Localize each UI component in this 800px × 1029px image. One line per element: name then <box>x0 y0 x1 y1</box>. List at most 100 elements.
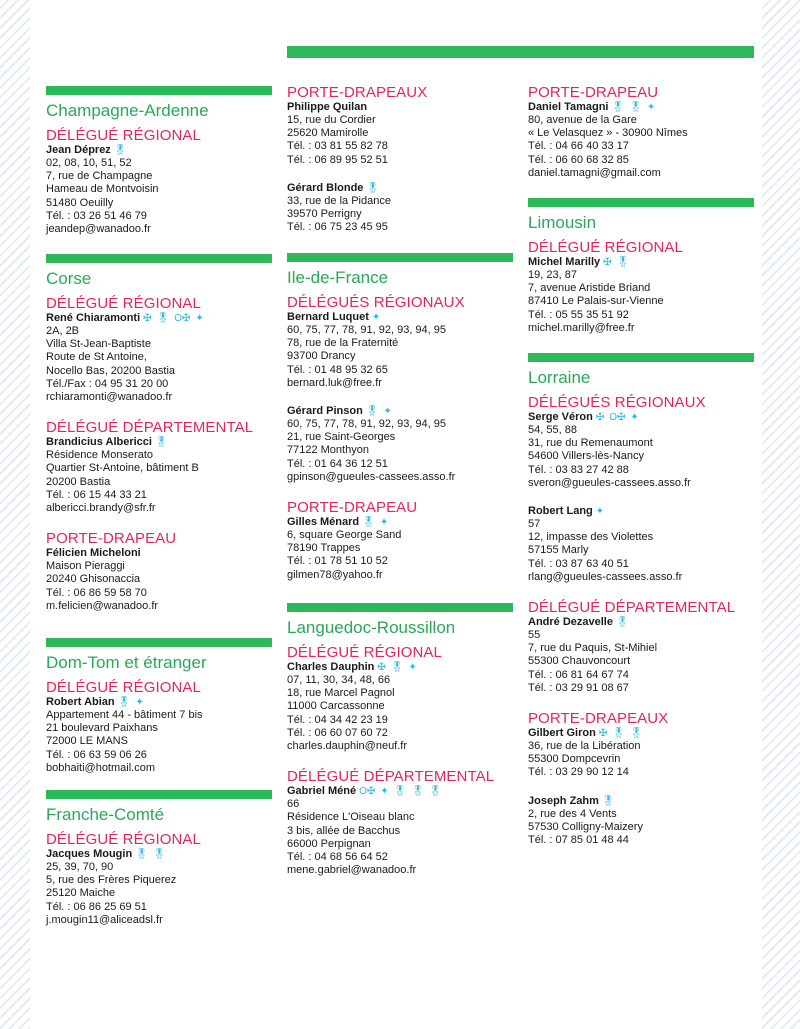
contact-line: Tél. : 06 81 64 67 74 <box>528 668 629 681</box>
contact-line: 07, 11, 30, 34, 48, 66 <box>287 674 391 686</box>
contact-line: Tél. : 06 89 95 52 51 <box>287 153 388 166</box>
star-medal-icon: ✦ <box>380 786 389 798</box>
region-title: Languedoc-Roussillon <box>287 618 456 637</box>
contact-entry: Michel Marilly ✠ 🎖 19, 23, 87 7, avenue Aris… <box>528 256 754 335</box>
contact-line: 31, rue du Remenaumont <box>528 437 653 450</box>
top-green-bar <box>287 46 754 58</box>
medal-icons: ✠ 🎖 O✠ ✦ <box>143 312 209 325</box>
contact-name-line: Daniel Tamagni 🎖 🎖 ✦ <box>528 101 754 114</box>
medal-icons: 🎖 <box>366 182 384 195</box>
region-title: Limousin <box>528 213 597 232</box>
email-link[interactable]: m.felicien@wanadoo.fr <box>46 599 159 612</box>
contact-line: Tél. : 01 48 95 32 65 <box>287 363 388 376</box>
star-medal-icon: ✦ <box>195 313 204 324</box>
medal-icons: ✠ 🎖 ✦ <box>377 661 421 674</box>
email-link[interactable]: mene.gabriel@wanadoo.fr <box>287 864 417 877</box>
contact-name: Serge Véron <box>528 411 593 423</box>
role-heading: DÉLÉGUÉS RÉGIONAUX <box>528 394 706 411</box>
contact-line: 02, 08, 10, 51, 52 <box>46 157 132 169</box>
section-divider-bar <box>46 86 272 95</box>
star-medal-icon: ✦ <box>379 517 389 529</box>
contact-line: Tél. : 06 15 44 33 21 <box>46 488 147 501</box>
contact-line: 7, avenue Aristide Briand <box>528 282 651 295</box>
contact-line: 20200 Bastia <box>46 475 111 488</box>
cross-medal-icon: ✠ <box>143 313 152 324</box>
role-heading: DÉLÉGUÉS RÉGIONAUX <box>287 294 465 311</box>
contact-name-line: Joseph Zahm 🎖 <box>528 795 754 808</box>
email-link[interactable]: charles.dauphin@neuf.fr <box>287 740 408 753</box>
medal-icon: 🎖 <box>612 728 625 740</box>
contact-entry: Gilbert Giron ✠ 🎖 🎖 36, rue de la Libération… <box>528 727 754 780</box>
region-champagne-ardenne: Champagne-Ardenne DÉLÉGUÉ RÉGIONAL Jean Dé… <box>46 86 272 254</box>
contact-name: Gérard Pinson <box>287 405 363 418</box>
order-medal-icon: O✠ <box>359 786 376 798</box>
email-link[interactable]: gilmen78@yahoo.fr <box>287 568 383 581</box>
region-title: Champagne-Ardenne <box>46 101 209 120</box>
contact-line: 78190 Trappes <box>287 542 361 555</box>
email-link[interactable]: gpinson@gueules-cassees.asso.fr <box>287 470 456 483</box>
contact-name-line: Michel Marilly ✠ 🎖 <box>528 256 754 269</box>
medal-icons: O✠ ✦ 🎖 🎖 🎖 <box>359 785 447 798</box>
contact-line: 25120 Maiche <box>46 887 116 900</box>
contact-name: Gilbert Giron <box>528 727 596 740</box>
contact-line: 36, rue de la Libération <box>528 740 641 753</box>
star-medal-icon: ✦ <box>383 406 392 418</box>
contact-line: 5, rue des Frères Piquerez <box>46 874 177 887</box>
email-link[interactable]: michel.marilly@free.fr <box>528 321 635 334</box>
medal-icon: 🎖 <box>390 662 404 673</box>
contact-line: Nocello Bas, 20200 Bastia <box>46 364 176 377</box>
email-link[interactable]: albericci.brandy@sfr.fr <box>46 502 156 515</box>
contact-line: Tél. : 07 85 01 48 44 <box>528 834 629 847</box>
contact-entry: Serge Véron ✠ O✠ ✦ 54, 55, 88 31, rue du Reme… <box>528 411 754 490</box>
email-link[interactable]: rchiaramonti@wanadoo.fr <box>46 391 173 404</box>
right-hatch-border <box>762 0 800 1029</box>
medal-icons: 🎖 <box>602 795 620 808</box>
email-link[interactable]: jeandep@wanadoo.fr <box>46 223 151 236</box>
email-link[interactable]: j.mougin11@aliceadsl.fr <box>46 913 163 926</box>
contact-line: 54600 Villers-lès-Nancy <box>528 450 644 463</box>
medal-icons: 🎖 🎖 ✦ <box>611 101 660 114</box>
role-heading: PORTE-DRAPEAU <box>287 499 418 517</box>
email-link[interactable]: daniel.tamagni@gmail.com <box>528 166 661 179</box>
contact-line: 6, square George Sand <box>287 529 402 542</box>
medal-icons: ✦ <box>372 311 385 324</box>
medal-icons: 🎖 🎖 <box>135 848 170 861</box>
section-divider-bar <box>46 790 272 799</box>
contact-entry: Gérard Blonde 🎖 33, rue de la Pidance 39570… <box>287 182 513 235</box>
contact-line: 54, 55, 88 <box>528 424 577 436</box>
contact-line: 11000 Carcassonne <box>287 700 385 713</box>
star-medal-icon: ✦ <box>630 412 639 423</box>
role-heading: DÉLÉGUÉ DÉPARTEMENTAL <box>528 599 736 617</box>
porte-drapeau-languedoc: PORTE-DRAPEAU Daniel Tamagni 🎖 🎖 ✦ 80, avenue… <box>528 84 754 198</box>
email-link[interactable]: bobhaiti@hotmail.com <box>46 761 155 774</box>
cross-medal-icon: ✠ <box>603 257 612 268</box>
role-heading: PORTE-DRAPEAUX <box>528 710 669 728</box>
contact-line: Résidence Monserato <box>46 449 154 462</box>
contact-line: Tél. : 05 55 35 51 92 <box>528 308 629 321</box>
email-link[interactable]: rlang@gueules-cassees.asso.fr <box>528 570 683 583</box>
contact-name-line: Robert Lang ✦ <box>528 505 754 518</box>
medal-icons: 🎖 <box>155 436 173 449</box>
contact-line: 2, rue des 4 Vents <box>528 807 617 820</box>
section-divider-bar <box>528 198 754 207</box>
medal-icon: 🎖 <box>629 728 643 740</box>
medal-icon: 🎖 <box>393 786 407 798</box>
contact-line: 25620 Mamirolle <box>287 127 369 140</box>
region-title: Dom-Tom et étranger <box>46 653 207 672</box>
region-ile-de-france: Ile-de-France DÉLÉGUÉS RÉGIONAUX Bernard L… <box>287 253 513 603</box>
email-link[interactable]: bernard.luk@free.fr <box>287 376 382 389</box>
contact-line: 19, 23, 87 <box>528 269 577 281</box>
email-link[interactable]: sveron@gueules-cassees.asso.fr <box>528 476 691 489</box>
contact-line: Tél. : 01 78 51 10 52 <box>287 555 388 568</box>
contact-line: 7, rue du Paquis, St-Mihiel <box>528 642 658 655</box>
contact-name-line: Bernard Luquet ✦ <box>287 311 513 324</box>
star-medal-icon: ✦ <box>408 662 417 673</box>
contact-line: 21 boulevard Paixhans <box>46 722 158 735</box>
star-medal-icon: ✦ <box>371 312 381 323</box>
contact-entry: André Dezavelle 🎖 55 7, rue du Paquis, St-M… <box>528 616 754 695</box>
region-title: Ile-de-France <box>287 268 389 287</box>
contact-line: 66 <box>287 798 300 811</box>
contact-entry: Joseph Zahm 🎖 2, rue des 4 Vents 57530 Coll… <box>528 795 754 848</box>
section-divider-bar <box>287 603 513 612</box>
contact-line: 72000 LE MANS <box>46 735 128 748</box>
